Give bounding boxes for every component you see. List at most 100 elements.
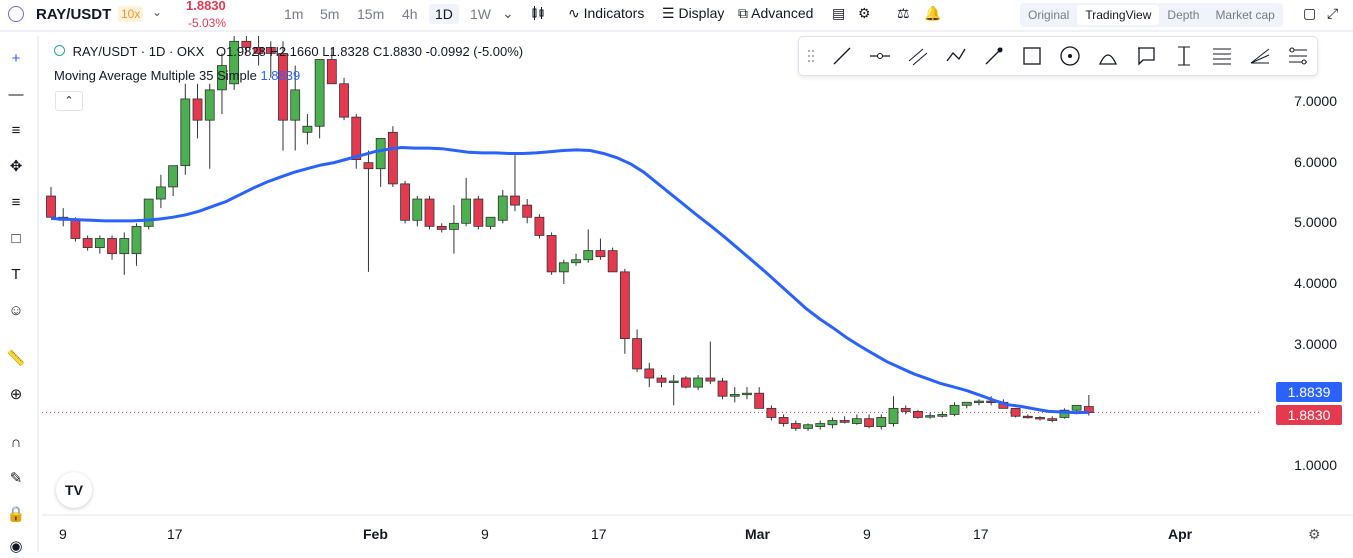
candle-up[interactable]	[961, 401, 972, 406]
tf-1w[interactable]: 1W	[470, 6, 491, 22]
candle-up[interactable]	[168, 165, 179, 188]
candle-down[interactable]	[1022, 415, 1033, 419]
candle-down[interactable]	[913, 410, 923, 418]
tf-15m[interactable]: 15m	[357, 6, 385, 22]
arc-tool-icon[interactable]	[1097, 45, 1119, 67]
candle-down[interactable]	[82, 238, 93, 248]
crosshair-icon[interactable]: +	[11, 50, 21, 67]
vertical-measure-icon[interactable]	[1173, 45, 1195, 67]
candle-up[interactable]	[1071, 404, 1082, 411]
candle-up[interactable]	[668, 380, 679, 383]
candle-down[interactable]	[241, 40, 252, 48]
gann-box-icon[interactable]	[1287, 45, 1309, 67]
rectangle-tool-icon[interactable]	[1021, 45, 1043, 67]
candle-down[interactable]	[522, 204, 533, 218]
lock-icon[interactable]: 🔒	[6, 506, 26, 523]
candle-type-icon[interactable]	[530, 5, 546, 24]
fib-fan-icon[interactable]	[1249, 45, 1271, 67]
candle-up[interactable]	[119, 238, 130, 255]
tf-5m[interactable]: 5m	[320, 6, 340, 22]
candle-down[interactable]	[619, 271, 630, 339]
candle-up[interactable]	[974, 400, 984, 403]
polyline-icon[interactable]	[945, 45, 967, 67]
pencil-lock-icon[interactable]: ✎	[9, 470, 23, 487]
chevron-down-icon[interactable]: ⌄	[152, 5, 163, 19]
fullscreen-icon[interactable]: ⤢	[1327, 5, 1339, 21]
candle-down[interactable]	[107, 238, 117, 255]
candle-up[interactable]	[815, 423, 826, 427]
candle-down[interactable]	[607, 250, 618, 273]
candle-down[interactable]	[363, 162, 374, 170]
candle-up[interactable]	[229, 40, 240, 85]
candle-up[interactable]	[375, 137, 386, 170]
candle-down[interactable]	[192, 98, 203, 121]
view-original[interactable]: Original	[1028, 8, 1070, 22]
candle-down[interactable]	[424, 198, 435, 227]
candle-up[interactable]	[302, 125, 313, 133]
candle-up[interactable]	[143, 198, 154, 227]
candle-up[interactable]	[827, 420, 838, 426]
tradingview-logo[interactable]: TV	[56, 472, 92, 508]
candle-down[interactable]	[790, 423, 801, 429]
view-tradingview[interactable]: TradingView	[1077, 5, 1160, 25]
candle-down[interactable]	[339, 83, 349, 118]
candle-up[interactable]	[851, 418, 862, 424]
horizontal-line-icon[interactable]: —	[8, 86, 24, 103]
alert-bell-icon[interactable]: 🔔	[924, 5, 942, 21]
candle-down[interactable]	[1047, 418, 1058, 421]
symbol-name[interactable]: RAY/USDT	[36, 6, 112, 23]
candle-up[interactable]	[131, 225, 142, 255]
candle-up[interactable]	[558, 262, 569, 273]
compare-scale-icon[interactable]: ⚖	[897, 5, 910, 21]
candle-up[interactable]	[937, 414, 948, 417]
candle-down[interactable]	[253, 46, 264, 54]
candle-down[interactable]	[473, 198, 484, 227]
emoji-icon[interactable]: ☺	[8, 302, 24, 319]
template-icon[interactable]: ▤	[832, 5, 846, 21]
arrow-line-icon[interactable]	[983, 45, 1005, 67]
candle-down[interactable]	[900, 407, 911, 412]
candle-down[interactable]	[717, 380, 728, 397]
display-button[interactable]: ☰ Display	[662, 5, 724, 22]
candle-down[interactable]	[278, 53, 288, 121]
advanced-button[interactable]: ⧉ Advanced	[738, 5, 813, 22]
candle-down[interactable]	[864, 418, 874, 427]
candle-up[interactable]	[497, 195, 508, 221]
candle-up[interactable]	[876, 417, 887, 427]
collapse-legend-button[interactable]: ⌃	[55, 91, 83, 111]
horizontal-ray-icon[interactable]	[869, 45, 891, 67]
timeframe-more-chevron-icon[interactable]: ⌄	[502, 5, 514, 21]
candle-down[interactable]	[754, 392, 765, 409]
view-depth[interactable]: Depth	[1167, 8, 1200, 22]
candle-down[interactable]	[400, 183, 410, 221]
candle-up[interactable]	[583, 250, 594, 261]
candle-up[interactable]	[742, 392, 752, 396]
view-market-cap[interactable]: Market cap	[1215, 8, 1275, 22]
candle-down[interactable]	[632, 338, 642, 370]
candle-up[interactable]	[485, 216, 496, 227]
fib-retracement-icon[interactable]	[1211, 45, 1233, 67]
trend-line-icon[interactable]	[831, 45, 853, 67]
candle-up[interactable]	[888, 407, 899, 424]
ma-legend[interactable]: Moving Average Multiple 35 Simple 1.8839	[54, 68, 300, 83]
candle-down[interactable]	[1010, 407, 1021, 417]
candle-down[interactable]	[681, 377, 691, 388]
candle-up[interactable]	[571, 259, 581, 264]
candle-down[interactable]	[839, 420, 850, 423]
candle-down[interactable]	[644, 368, 655, 379]
candle-up[interactable]	[217, 65, 227, 91]
settings-gear-icon[interactable]: ⚙	[858, 5, 871, 21]
candle-down[interactable]	[265, 46, 276, 54]
layout-icon[interactable]: ▢	[1303, 5, 1317, 21]
candle-down[interactable]	[656, 377, 667, 383]
fib-lines-icon[interactable]: ≡	[11, 122, 21, 139]
candle-up[interactable]	[1059, 409, 1070, 418]
candle-down[interactable]	[766, 407, 777, 418]
eye-icon[interactable]: ◉	[9, 538, 23, 555]
tf-1d[interactable]: 1D	[429, 4, 459, 24]
candle-down[interactable]	[436, 225, 447, 230]
parallel-channel-icon[interactable]	[907, 45, 929, 67]
candle-down[interactable]	[387, 131, 398, 185]
candle-up[interactable]	[949, 404, 960, 415]
